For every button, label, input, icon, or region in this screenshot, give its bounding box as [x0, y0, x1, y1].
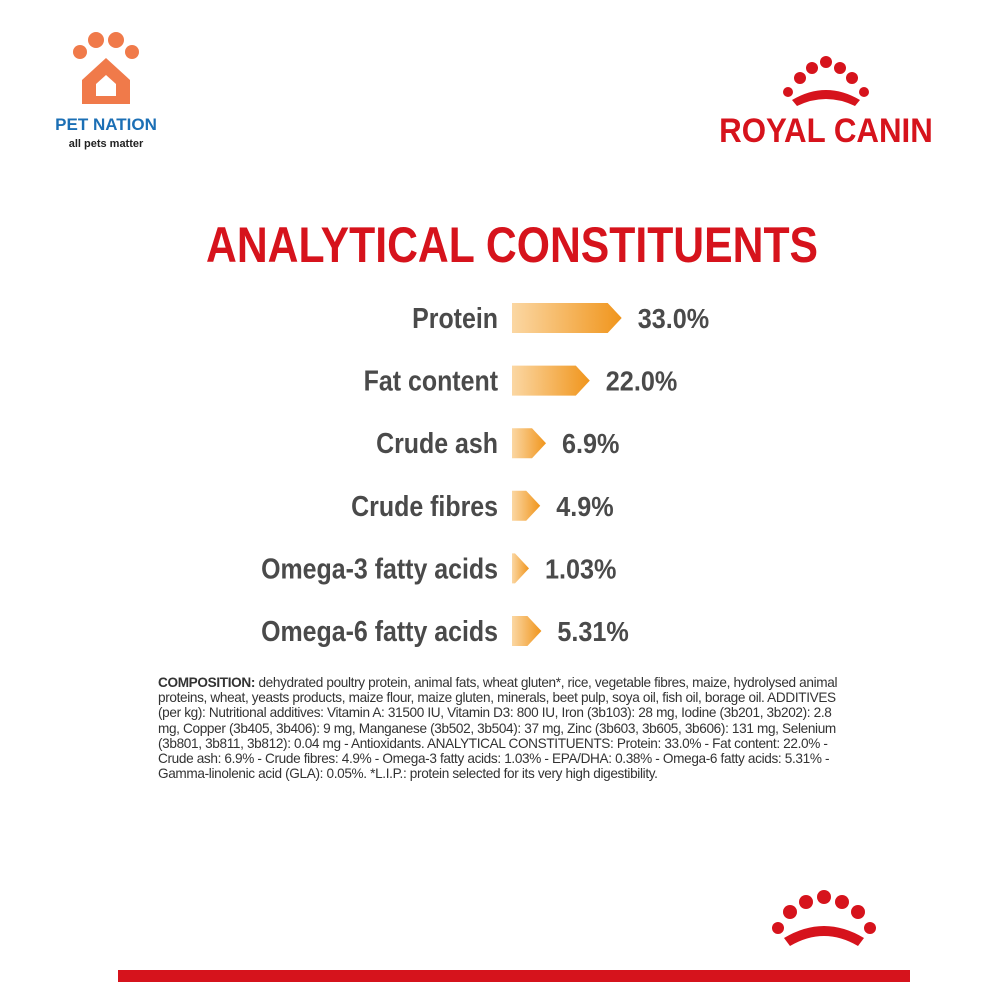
label-group: Fat content — [364, 365, 498, 397]
royal-canin-logo: ROYAL CANIN — [719, 56, 933, 149]
value-group: 5.31% — [557, 616, 628, 648]
composition-label: COMPOSITION: — [158, 675, 255, 690]
value-label: 33.0% — [638, 303, 709, 335]
bar — [512, 490, 541, 521]
label-group: Omega-3 fatty acids — [261, 553, 498, 585]
value-group: 22.0% — [606, 365, 677, 397]
category-label: Crude ash — [376, 427, 498, 459]
footer-bar — [118, 970, 910, 982]
category-label: Fat content — [364, 365, 498, 397]
label-group: Omega-6 fatty acids — [261, 615, 498, 647]
value-group: 4.9% — [556, 491, 613, 523]
bar — [512, 616, 542, 646]
label-group: Crude ash — [376, 427, 498, 459]
composition-text: dehydrated poultry protein, animal fats,… — [158, 675, 838, 782]
bar — [512, 303, 622, 333]
label-group: Protein — [412, 302, 498, 334]
value-group: 33.0% — [638, 303, 709, 335]
brand-name: ROYAL CANIN — [719, 111, 933, 150]
value-label: 1.03% — [545, 553, 616, 585]
logo-tagline: all pets matter — [69, 138, 144, 150]
value-group: 6.9% — [562, 428, 619, 460]
pet-nation-logo: PET NATION all pets matter — [55, 32, 157, 150]
crown-icon — [772, 890, 876, 946]
category-label: Protein — [412, 302, 498, 334]
value-group: 1.03% — [545, 553, 616, 585]
category-label: Omega-6 fatty acids — [261, 615, 498, 647]
bar — [512, 428, 547, 459]
value-label: 5.31% — [557, 616, 628, 648]
bar — [512, 553, 529, 584]
value-label: 6.9% — [562, 428, 619, 460]
chart-rows: Protein 33.0% Fat content 22.0% Crude ash 6.9… — [261, 302, 709, 647]
value-label: 22.0% — [606, 365, 677, 397]
composition: COMPOSITION: dehydrated poultry protein,… — [158, 675, 848, 781]
chart-title: ANALYTICAL CONSTITUENTS — [206, 217, 818, 273]
label-group: Crude fibres — [351, 490, 498, 522]
bar — [512, 365, 590, 396]
value-label: 4.9% — [556, 491, 613, 523]
category-label: Crude fibres — [351, 490, 498, 522]
category-label: Omega-3 fatty acids — [261, 553, 498, 585]
logo-name: PET NATION — [55, 115, 157, 134]
